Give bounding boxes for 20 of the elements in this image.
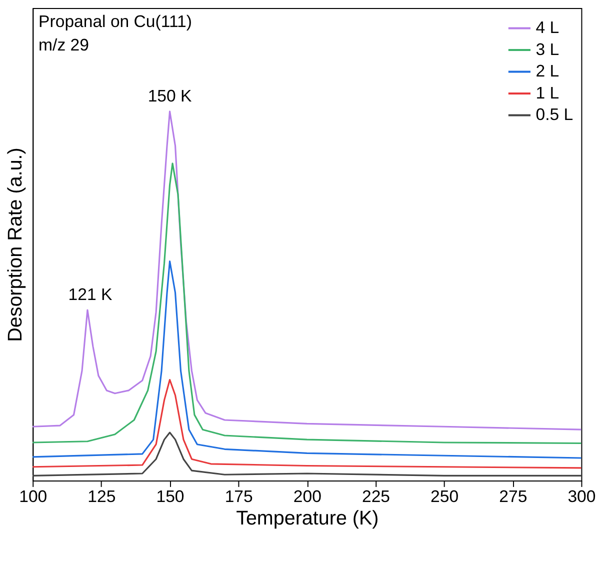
legend-label: 2 L (536, 62, 560, 81)
x-axis-title: Temperature (K) (236, 508, 379, 530)
x-tick-label: 300 (568, 486, 596, 506)
x-tick-label: 200 (293, 486, 322, 506)
legend-label: 0.5 L (536, 105, 574, 124)
annotation: 150 K (148, 86, 193, 106)
x-tick-label: 125 (88, 486, 116, 506)
annotation: 121 K (68, 285, 113, 304)
y-axis-title: Desorption Rate (a.u.) (4, 148, 26, 342)
legend-label: 3 L (536, 40, 560, 59)
legend-label: 1 L (536, 83, 560, 102)
x-tick-label: 225 (362, 486, 390, 506)
x-tick-label: 100 (19, 486, 48, 506)
legend-label: 4 L (536, 18, 560, 38)
x-tick-label: 275 (499, 486, 528, 506)
text: Propanal on Cu(111) (38, 12, 192, 31)
x-tick-label: 250 (430, 486, 459, 506)
x-tick-label: 175 (224, 486, 253, 506)
text: m/z 29 (38, 36, 89, 55)
x-tick-label: 150 (156, 486, 184, 506)
